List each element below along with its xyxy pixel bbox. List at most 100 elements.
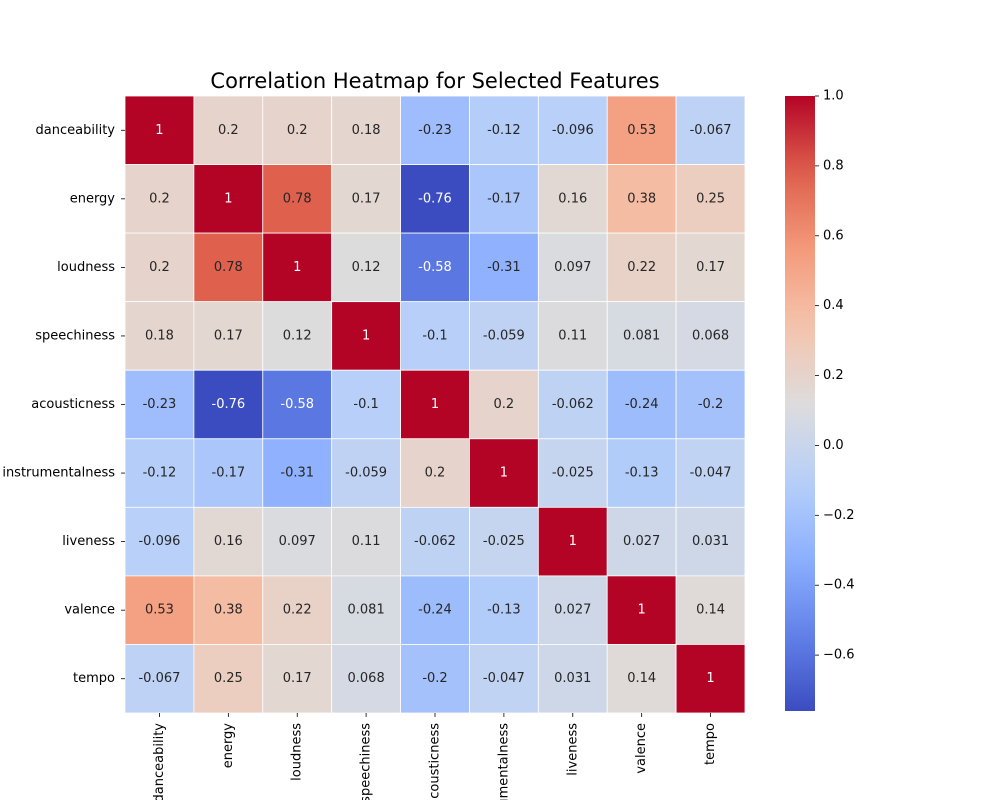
cell-value-label: 0.17 [696, 260, 725, 275]
heatmap-cell-labels: 1 0.2 0.2 0.18 -0.23 -0.12 -0.096 0.53 -0.067 0.2… [138, 123, 731, 686]
colorbar-tick-label: −0.4 [823, 578, 855, 593]
x-tick-label-valence: valence [634, 723, 649, 774]
cell-value-label: 0.2 [287, 123, 308, 138]
cell-value-label: -0.24 [418, 603, 452, 618]
colorbar-tick-label: −0.6 [823, 648, 855, 663]
heatmap-cell-tempo-energy [193, 644, 264, 714]
colorbar-tick-label: −0.2 [823, 508, 855, 523]
cell-value-label: -0.062 [414, 534, 456, 549]
cell-value-label: -0.12 [143, 466, 177, 481]
cell-value-label: 0.2 [149, 260, 170, 275]
heatmap-cell-acousticness-instrumentalness [469, 369, 539, 440]
y-tick-label-instrumentalness: instrumentalness [2, 466, 115, 481]
chart-title: Correlation Heatmap for Selected Feature… [210, 69, 659, 93]
heatmap-cell-instrumentalness-acousticness [400, 438, 470, 508]
cell-value-label: 0.16 [214, 534, 243, 549]
heatmap-cell-tempo-loudness [262, 644, 333, 714]
cell-value-label: 1 [706, 671, 714, 686]
cell-value-label: -0.13 [487, 603, 521, 618]
cell-value-label: -0.24 [625, 397, 659, 412]
x-tick-label-tempo: tempo [703, 723, 718, 765]
heatmap-cell-instrumentalness-valence [606, 438, 677, 508]
x-tick-label-liveness: liveness [565, 723, 580, 776]
cell-value-label: 1 [638, 603, 646, 618]
heatmap-cell-tempo-acousticness [400, 644, 470, 714]
cell-value-label: 0.2 [218, 123, 239, 138]
cell-value-label: 0.081 [623, 328, 660, 343]
y-tick-label-valence: valence [64, 603, 115, 618]
heatmap-cell-acousticness-danceability [124, 369, 195, 440]
cell-value-label: 1 [569, 534, 577, 549]
heatmap-cell-liveness-energy [193, 506, 264, 577]
y-tick-label-speechiness: speechiness [35, 328, 115, 343]
x-tick-label-speechiness: speechiness [359, 723, 374, 800]
cell-value-label: 0.068 [348, 671, 385, 686]
cell-value-label: 0.78 [214, 260, 243, 275]
y-tick-label-tempo: tempo [73, 671, 115, 686]
cell-value-label: -0.047 [690, 466, 732, 481]
cell-value-label: -0.047 [483, 671, 525, 686]
cell-value-label: -0.067 [138, 671, 180, 686]
x-tick-label-instrumentalness: instrumentalness [496, 723, 511, 800]
heatmap-cell-loudness-liveness [537, 232, 608, 303]
x-tick-label-loudness: loudness [290, 723, 305, 781]
heatmap-cell-danceability-danceability [124, 95, 195, 165]
heatmap-cell-energy-loudness [262, 164, 333, 234]
cell-value-label: -0.13 [625, 466, 659, 481]
colorbar: 1.0 0.8 0.6 0.4 0.2 0.0 −0.2 −0.4 −0.6 [785, 89, 855, 711]
heatmap-cell-loudness-speechiness [331, 232, 401, 303]
cell-value-label: 0.53 [627, 123, 656, 138]
cell-value-label: -0.025 [483, 534, 525, 549]
cell-value-label: -0.025 [552, 466, 594, 481]
cell-value-label: 0.097 [279, 534, 316, 549]
colorbar-tick-label: 0.6 [823, 228, 844, 243]
heatmap-cell-loudness-tempo [675, 232, 746, 303]
cell-value-label: -0.12 [487, 123, 521, 138]
cell-value-label: -0.58 [418, 260, 452, 275]
cell-value-label: 1 [155, 123, 163, 138]
cell-value-label: 0.17 [283, 671, 312, 686]
cell-value-label: 0.22 [283, 603, 312, 618]
heatmap-cell-danceability-acousticness [400, 95, 470, 165]
heatmap-cell-danceability-speechiness [331, 95, 401, 165]
y-tick-label-danceability: danceability [36, 123, 116, 138]
x-tick-label-danceability: danceability [152, 723, 167, 800]
colorbar-tick-label: 0.0 [823, 438, 844, 453]
cell-value-label: 0.14 [696, 603, 725, 618]
cell-value-label: 1 [431, 397, 439, 412]
heatmap-cell-acousticness-energy [193, 369, 264, 440]
cell-value-label: 0.081 [348, 603, 385, 618]
cell-value-label: -0.17 [487, 191, 521, 206]
cell-value-label: 0.25 [696, 191, 725, 206]
heatmap-cell-energy-tempo [675, 164, 746, 234]
y-tick-label-energy: energy [70, 191, 116, 206]
heatmap-cell-energy-acousticness [400, 164, 470, 234]
y-tick-label-acousticness: acousticness [31, 397, 115, 412]
heatmap-cell-instrumentalness-danceability [124, 438, 195, 508]
colorbar-tick-label: 0.8 [823, 158, 844, 173]
heatmap-cell-speechiness-tempo [675, 301, 746, 371]
heatmap-cell-acousticness-liveness [537, 369, 608, 440]
heatmap-cell-loudness-energy [193, 232, 264, 303]
cell-value-label: -0.31 [280, 466, 314, 481]
heatmap-cell-instrumentalness-tempo [675, 438, 746, 508]
heatmap-cell-acousticness-tempo [675, 369, 746, 440]
cell-value-label: -0.31 [487, 260, 521, 275]
cell-value-label: 0.78 [283, 191, 312, 206]
cell-value-label: -0.059 [483, 328, 525, 343]
heatmap-cells [124, 95, 746, 714]
cell-value-label: -0.059 [345, 466, 387, 481]
y-tick-label-liveness: liveness [62, 534, 115, 549]
cell-value-label: -0.2 [422, 671, 447, 686]
heatmap-cell-valence-loudness [262, 575, 333, 645]
cell-value-label: 0.12 [283, 328, 312, 343]
heatmap-cell-energy-danceability [124, 164, 195, 234]
heatmap-cell-energy-speechiness [331, 164, 401, 234]
heatmap-cell-valence-acousticness [400, 575, 470, 645]
cell-value-label: -0.76 [418, 191, 452, 206]
colorbar-tick-label: 0.2 [823, 368, 844, 383]
heatmap-cell-loudness-loudness [262, 232, 333, 303]
cell-value-label: 0.097 [554, 260, 591, 275]
